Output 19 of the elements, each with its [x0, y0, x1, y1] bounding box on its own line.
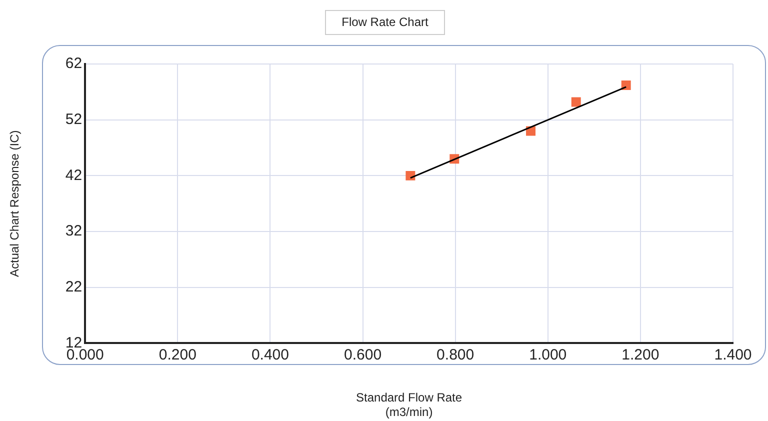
x-tick-label: 0.800 [436, 346, 474, 364]
y-axis-title: Actual Chart Response (IC) [8, 130, 22, 277]
y-tick-label: 62 [65, 55, 82, 72]
x-tick-label: 0.400 [251, 346, 289, 364]
y-tick-label: 42 [65, 166, 82, 184]
x-tick-label: 1.000 [529, 346, 567, 364]
point [406, 170, 416, 180]
chart-title: Flow Rate Chart [325, 10, 445, 35]
x-tick-label: 0.600 [344, 346, 382, 364]
x-tick-label: 1.200 [622, 346, 660, 364]
y-tick-label: 32 [65, 222, 82, 240]
x-tick-label: 1.400 [714, 346, 752, 364]
y-tick-label: 22 [65, 278, 82, 296]
x-axis-title: Standard Flow Rate (m3/min) [356, 390, 462, 420]
x-tick-label: 0.200 [158, 346, 196, 364]
y-tick-label: 52 [65, 110, 82, 128]
x-tick-label: 0.000 [66, 346, 104, 364]
point [571, 97, 581, 107]
point [621, 80, 631, 90]
